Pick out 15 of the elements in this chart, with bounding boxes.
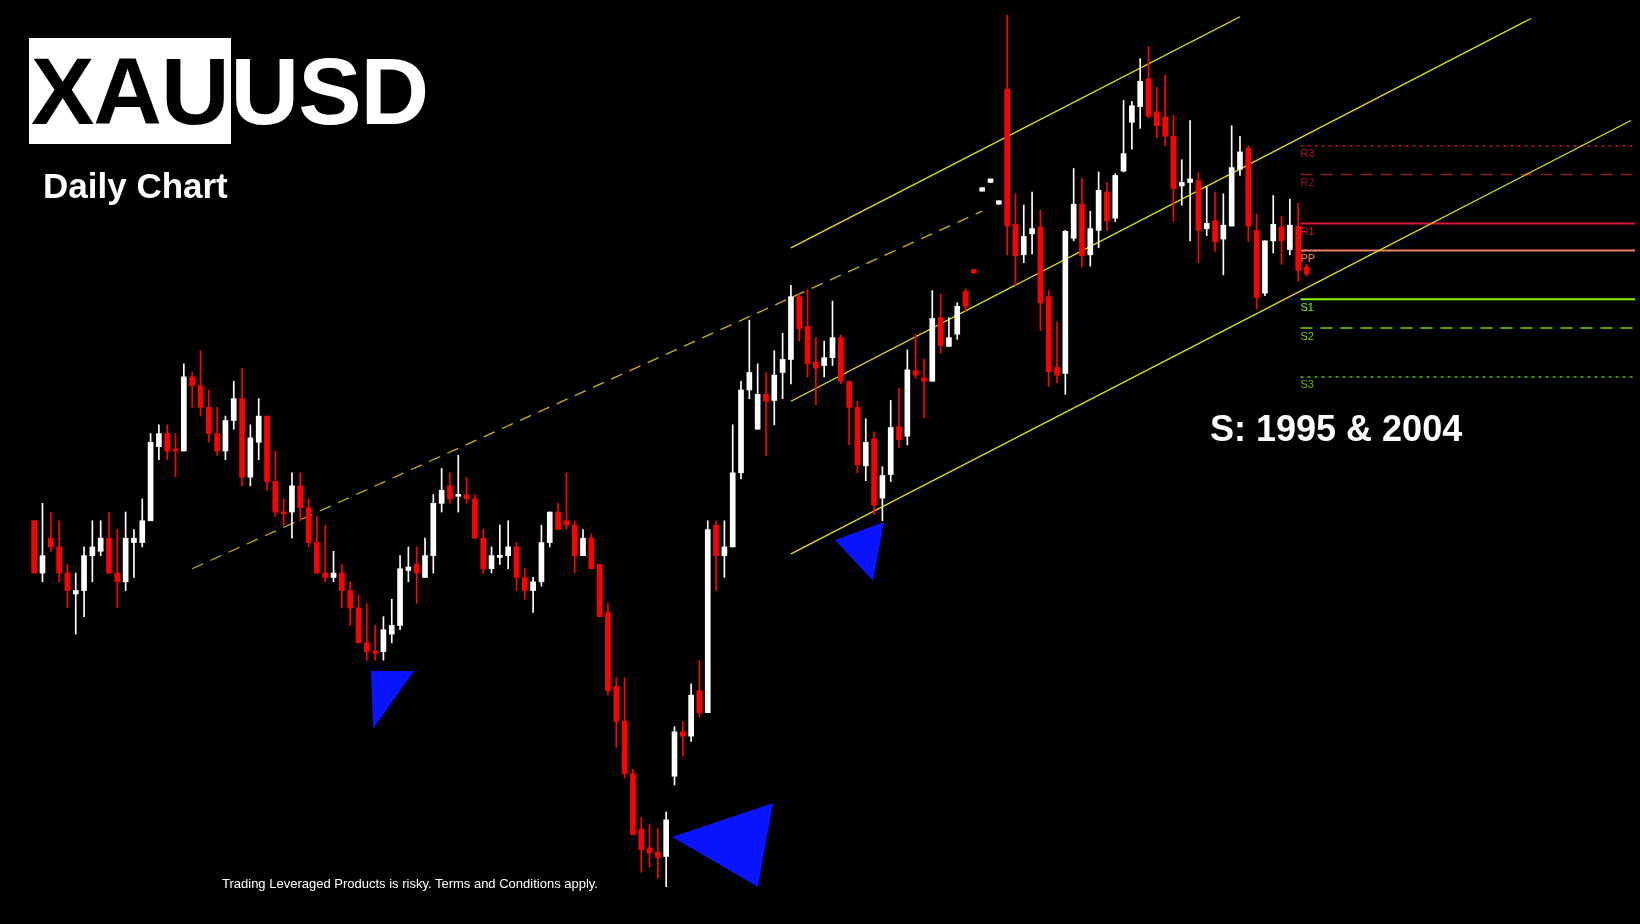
text: Daily Chart	[43, 166, 228, 206]
candlestick	[31, 520, 37, 574]
ref-line-label: S2	[1300, 329, 1314, 342]
chart-title: XAUUSD	[30, 38, 429, 144]
annotation: Trading Leveraged Products is risky. Terms and Conditions apply.	[222, 876, 598, 891]
candlestick	[979, 187, 986, 192]
annotation: S: 1995 & 2004	[1210, 408, 1463, 450]
ref-line-label: R3	[1300, 147, 1315, 160]
candlestick	[971, 269, 977, 274]
candlestick	[995, 200, 1002, 205]
ref-line-label: PP	[1300, 251, 1316, 264]
ref-line-label: R2	[1300, 176, 1315, 189]
ref-line-label: S3	[1300, 378, 1314, 391]
ref-line-label: S1	[1300, 300, 1314, 313]
ref-line-label: R1	[1300, 224, 1315, 237]
